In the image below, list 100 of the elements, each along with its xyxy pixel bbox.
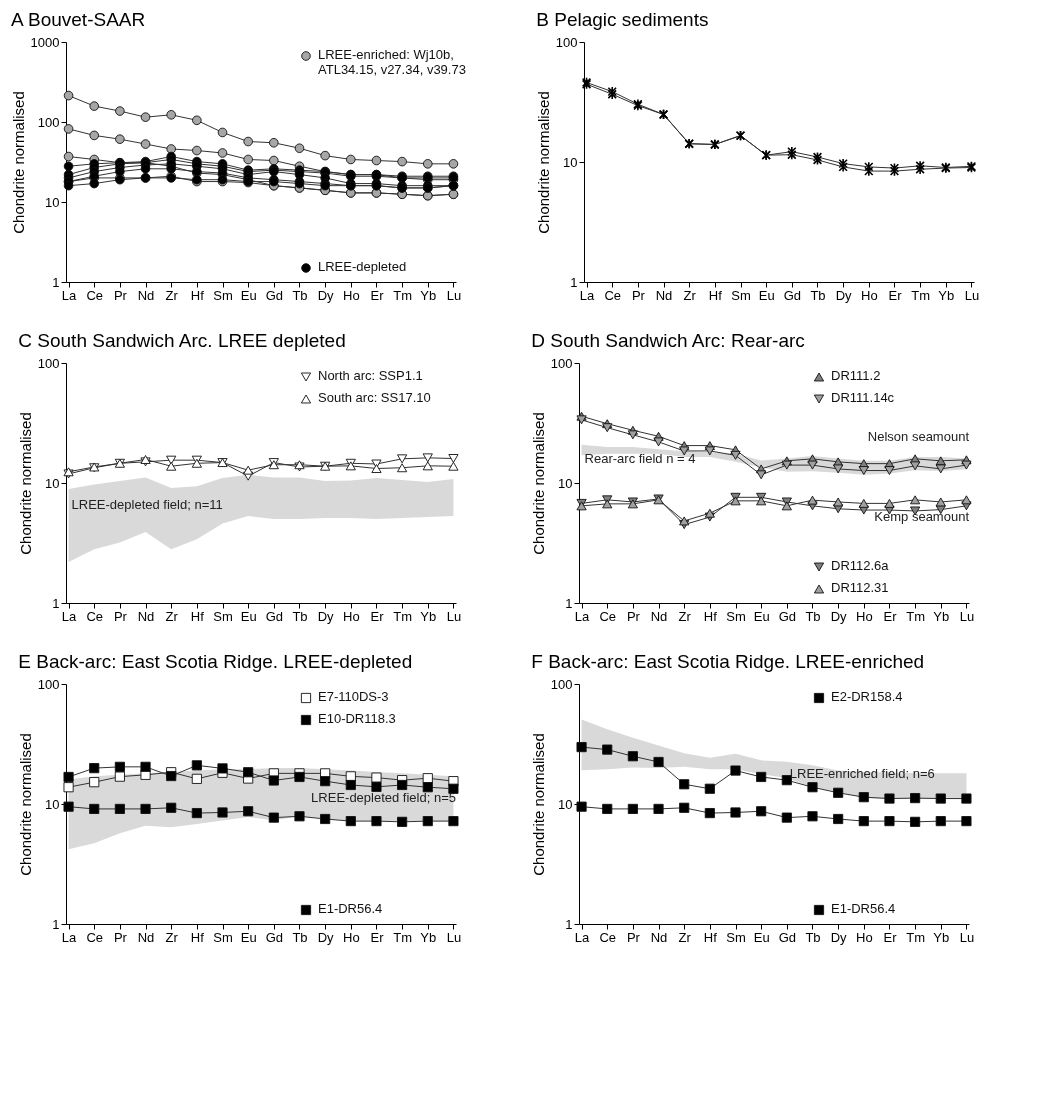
legend-label: E1-DR56.4 (831, 901, 896, 916)
x-tick-label: Yb (420, 929, 437, 945)
legend-label: DR111.14c (831, 390, 895, 405)
x-tick-label: Ho (855, 929, 873, 945)
x-tick-label: Dy (317, 929, 335, 945)
y-tick-label: 100 (550, 676, 573, 692)
annotation: Rear-arc field n = 4 (584, 450, 696, 466)
legend-label: DR111.2 (831, 368, 881, 383)
x-tick-label: La (574, 929, 591, 945)
y-tick-label: 1 (565, 916, 573, 932)
x-tick-label: Nd (650, 608, 668, 624)
legend-label: LREE-depleted (318, 259, 407, 274)
x-tick-label: Gd (783, 287, 801, 303)
x-tick-label: Sm (213, 608, 233, 624)
x-tick-label: Lu (446, 929, 462, 945)
x-tick-label: Tb (292, 608, 308, 624)
x-tick-label: Zr (678, 608, 692, 624)
x-tick-label: Tb (292, 287, 308, 303)
y-axis-title: Chondrite normalised (16, 412, 34, 555)
x-tick-label: La (574, 608, 591, 624)
legend-label: DR112.31 (831, 580, 889, 595)
x-tick-label: Eu (240, 929, 257, 945)
x-tick-label: Pr (626, 929, 641, 945)
x-tick-label: Hf (190, 929, 205, 945)
x-tick-label: Dy (835, 287, 853, 303)
x-tick-label: Gd (265, 287, 283, 303)
x-tick-label: Tb (292, 929, 308, 945)
x-tick-label: Lu (959, 608, 975, 624)
y-tick-label: 100 (555, 34, 578, 50)
annotation: Kemp seamount (874, 509, 970, 524)
y-tick-label: 100 (37, 676, 60, 692)
x-tick-label: Lu (964, 287, 980, 303)
y-axis-title: Chondrite normalised (16, 733, 34, 876)
x-tick-label: Tb (805, 929, 821, 945)
x-tick-label: Er (883, 608, 898, 624)
x-tick-label: Gd (778, 608, 796, 624)
x-tick-label: Ce (86, 929, 104, 945)
annotation: LREE-depleted field; n=11 (71, 496, 223, 512)
x-tick-label: Zr (678, 929, 692, 945)
x-tick-label: Pr (113, 608, 128, 624)
x-tick-label: Pr (113, 929, 128, 945)
x-tick-label: La (579, 287, 596, 303)
y-tick-label: 10 (558, 796, 573, 812)
x-tick-label: Ce (599, 929, 617, 945)
y-axis-title: Chondrite normalised (529, 412, 547, 555)
y-tick-label: 1 (52, 916, 60, 932)
x-tick-label: Gd (265, 608, 283, 624)
x-tick-label: Dy (830, 608, 848, 624)
x-tick-label: Ho (342, 929, 360, 945)
x-tick-label: Yb (938, 287, 955, 303)
x-tick-label: Ho (342, 287, 360, 303)
legend-label: E10-DR118.3 (318, 711, 396, 726)
x-tick-label: Yb (933, 929, 950, 945)
x-tick-label: Ho (860, 287, 878, 303)
y-axis-title: Chondrite normalised (9, 91, 27, 234)
x-tick-label: Eu (753, 608, 770, 624)
y-tick-label: 1 (570, 274, 578, 290)
chart-title: E Back-arc: East Scotia Ridge. LREE-depleted (18, 651, 413, 672)
x-tick-label: Ce (599, 608, 617, 624)
x-tick-label: Tm (911, 287, 931, 303)
chart-title: B Pelagic sediments (536, 9, 709, 30)
x-tick-label: Tm (393, 608, 413, 624)
y-tick-label: 10 (45, 475, 60, 491)
y-axis-title: Chondrite normalised (534, 91, 552, 234)
x-tick-label: Hf (708, 287, 723, 303)
x-tick-label: Lu (959, 929, 975, 945)
x-tick-label: Tm (393, 929, 413, 945)
y-tick-label: 1 (565, 595, 573, 611)
y-tick-label: 1000 (30, 34, 60, 50)
x-tick-label: Nd (650, 929, 668, 945)
x-tick-label: Hf (190, 287, 205, 303)
x-tick-label: Er (370, 608, 385, 624)
x-tick-label: Dy (317, 608, 335, 624)
x-tick-label: Zr (165, 929, 179, 945)
x-tick-label: Pr (626, 608, 641, 624)
x-tick-label: Er (888, 287, 903, 303)
x-tick-label: Sm (731, 287, 751, 303)
legend-label: LREE-enriched: Wj10b, ATL34.15, v27.34, v39.73 (318, 47, 466, 77)
legend-label: South arc: SS17.10 (318, 390, 431, 405)
chart-title: A Bouvet-SAAR (11, 9, 146, 30)
x-tick-label: Ce (604, 287, 622, 303)
x-tick-label: Eu (240, 287, 257, 303)
x-tick-label: Eu (758, 287, 775, 303)
chart-title: D South Sandwich Arc: Rear-arc (531, 330, 805, 351)
x-tick-label: La (61, 608, 78, 624)
x-tick-label: Hf (703, 929, 718, 945)
x-tick-label: Tm (906, 608, 926, 624)
x-tick-label: Yb (933, 608, 950, 624)
x-tick-label: Gd (265, 929, 283, 945)
x-tick-label: Tm (906, 929, 926, 945)
x-tick-label: Hf (190, 608, 205, 624)
x-tick-label: Er (370, 929, 385, 945)
legend-label: North arc: SSP1.1 (318, 368, 423, 383)
x-tick-label: Ho (342, 608, 360, 624)
x-tick-label: Sm (213, 929, 233, 945)
chart-title: F Back-arc: East Scotia Ridge. LREE-enriched (531, 651, 925, 672)
x-tick-label: Gd (778, 929, 796, 945)
x-tick-label: Hf (703, 608, 718, 624)
x-tick-label: Pr (631, 287, 646, 303)
x-tick-label: Sm (726, 608, 746, 624)
